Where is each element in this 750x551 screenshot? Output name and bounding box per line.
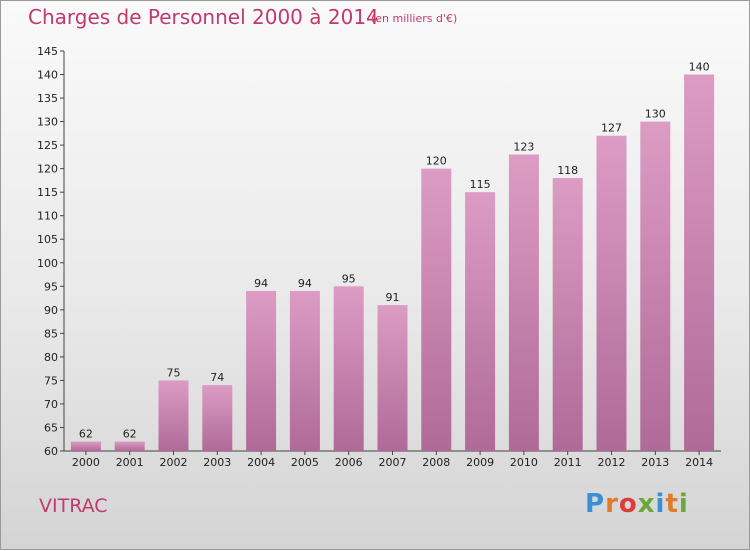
- data-label: 62: [123, 428, 137, 441]
- data-label: 115: [470, 178, 491, 191]
- bar: [552, 178, 583, 451]
- bar: [333, 286, 364, 451]
- x-tick-label: 2005: [291, 456, 319, 469]
- x-tick-label: 2002: [160, 456, 188, 469]
- data-label: 123: [513, 141, 534, 154]
- bar: [465, 192, 496, 452]
- logo-letter: x: [637, 489, 656, 519]
- x-tick-label: 2010: [510, 456, 538, 469]
- y-tick-label: 135: [37, 92, 58, 105]
- y-tick-label: 115: [37, 186, 58, 199]
- x-tick-label: 2001: [116, 456, 144, 469]
- logo-letter: P: [585, 489, 606, 519]
- bar: [421, 168, 452, 451]
- x-tick-label: 2011: [554, 456, 582, 469]
- y-tick-label: 100: [37, 257, 58, 270]
- data-label: 95: [342, 272, 356, 285]
- y-tick-label: 75: [44, 374, 58, 387]
- bar: [289, 291, 320, 451]
- y-tick-label: 65: [44, 421, 58, 434]
- y-tick-label: 105: [37, 233, 58, 246]
- logo-letter: o: [618, 489, 638, 519]
- bar: [202, 385, 233, 451]
- data-label: 75: [167, 366, 181, 379]
- data-label: 130: [645, 108, 666, 121]
- chart-subtitle: (en milliers d'€): [371, 12, 458, 25]
- logo-letter: r: [605, 489, 619, 519]
- bar: [246, 291, 277, 451]
- logo-letter: t: [665, 489, 679, 519]
- data-label: 127: [601, 122, 622, 135]
- bar: [70, 441, 101, 451]
- x-tick-label: 2006: [335, 456, 363, 469]
- bar: [114, 441, 145, 451]
- y-tick-label: 145: [37, 45, 58, 58]
- x-tick-label: 2014: [685, 456, 713, 469]
- y-tick-label: 110: [37, 210, 58, 223]
- logo-letter: i: [678, 489, 689, 519]
- data-label: 118: [557, 164, 578, 177]
- data-label: 62: [79, 428, 93, 441]
- logo-letter: i: [655, 489, 666, 519]
- commune-name: VITRAC: [39, 495, 108, 517]
- y-tick-label: 80: [44, 351, 58, 364]
- data-label: 140: [689, 61, 710, 74]
- y-tick-label: 60: [44, 445, 58, 458]
- data-label: 94: [254, 277, 268, 290]
- bar: [596, 135, 627, 452]
- bar: [377, 305, 408, 451]
- proxiti-logo: Proxiti: [585, 489, 689, 519]
- y-tick-label: 70: [44, 398, 58, 411]
- y-tick-label: 120: [37, 163, 58, 176]
- y-tick-label: 130: [37, 116, 58, 129]
- bar: [508, 154, 539, 451]
- y-tick-label: 140: [37, 69, 58, 82]
- data-label: 94: [298, 277, 312, 290]
- x-tick-label: 2007: [379, 456, 407, 469]
- x-tick-label: 2003: [203, 456, 231, 469]
- bar: [158, 380, 189, 451]
- y-tick-label: 85: [44, 327, 58, 340]
- y-tick-label: 95: [44, 280, 58, 293]
- bar: [684, 74, 715, 451]
- data-label: 74: [210, 371, 224, 384]
- x-tick-label: 2013: [641, 456, 669, 469]
- data-label: 91: [386, 291, 400, 304]
- x-tick-label: 2009: [466, 456, 494, 469]
- x-tick-label: 2012: [598, 456, 626, 469]
- x-tick-label: 2000: [72, 456, 100, 469]
- bar: [640, 121, 671, 452]
- data-label: 120: [426, 155, 447, 168]
- x-tick-label: 2008: [422, 456, 450, 469]
- x-tick-label: 2004: [247, 456, 275, 469]
- y-tick-label: 125: [37, 139, 58, 152]
- chart-title: Charges de Personnel 2000 à 2014: [28, 5, 379, 29]
- y-tick-label: 90: [44, 304, 58, 317]
